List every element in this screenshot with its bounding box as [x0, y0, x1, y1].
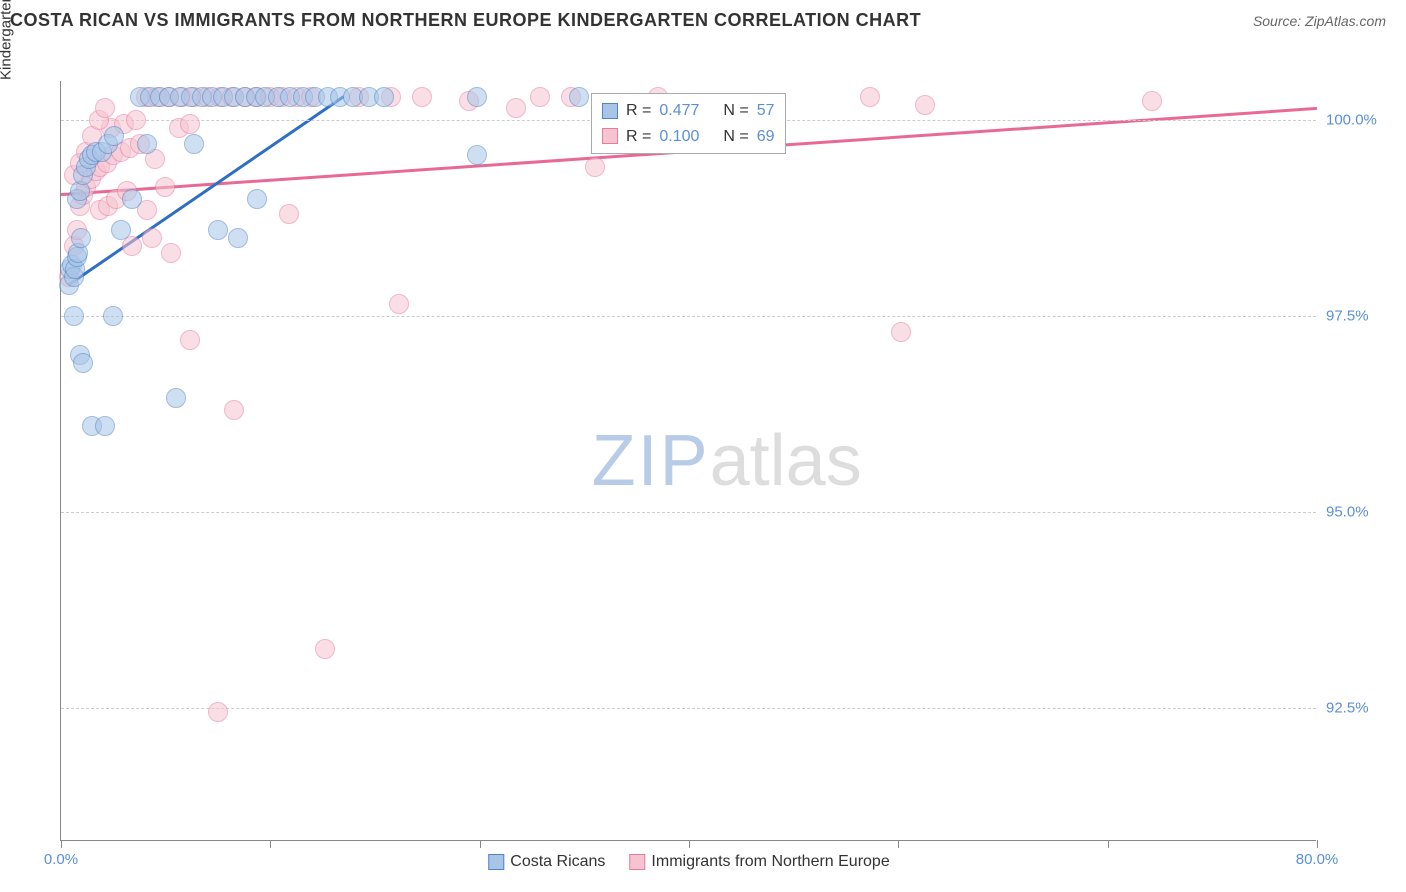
legend-item: Immigrants from Northern Europe — [629, 853, 889, 871]
stats-r-value: 0.477 — [659, 98, 699, 124]
stats-r-value: 0.100 — [659, 124, 699, 150]
scatter-dot — [569, 87, 589, 107]
scatter-dot — [315, 639, 335, 659]
xtick-label: 80.0% — [1296, 851, 1339, 868]
stats-box: R = 0.477 N = 57 R = 0.100 N = 69 — [591, 93, 786, 154]
scatter-dot — [137, 134, 157, 154]
xtick — [270, 840, 271, 848]
scatter-dot — [95, 416, 115, 436]
scatter-dot — [860, 87, 880, 107]
legend-swatch — [602, 103, 618, 119]
ytick-label: 92.5% — [1326, 699, 1386, 716]
stats-n-label: N = — [723, 124, 748, 150]
scatter-dot — [279, 204, 299, 224]
scatter-dot — [184, 134, 204, 154]
scatter-dot — [247, 189, 267, 209]
scatter-dot — [161, 243, 181, 263]
legend-swatch — [629, 854, 645, 870]
chart-header: COSTA RICAN VS IMMIGRANTS FROM NORTHERN … — [0, 0, 1406, 37]
legend-swatch — [488, 854, 504, 870]
gridline — [61, 316, 1316, 317]
stats-r-label: R = — [626, 98, 651, 124]
scatter-dot — [915, 95, 935, 115]
stats-n-value: 57 — [757, 98, 775, 124]
scatter-dot — [64, 306, 84, 326]
scatter-dot — [228, 228, 248, 248]
scatter-dot — [208, 220, 228, 240]
scatter-dot — [208, 702, 228, 722]
plot-region: ZIPatlas 92.5%95.0%97.5%100.0%0.0%80.0%R… — [60, 81, 1316, 841]
scatter-dot — [104, 126, 124, 146]
stats-n-value: 69 — [757, 124, 775, 150]
scatter-dot — [111, 220, 131, 240]
legend-swatch — [602, 128, 618, 144]
scatter-dot — [122, 189, 142, 209]
scatter-dot — [103, 306, 123, 326]
scatter-dot — [467, 145, 487, 165]
ytick-label: 95.0% — [1326, 503, 1386, 520]
scatter-dot — [467, 87, 487, 107]
scatter-dot — [142, 228, 162, 248]
ytick-label: 97.5% — [1326, 308, 1386, 325]
xtick — [480, 840, 481, 848]
scatter-dot — [412, 87, 432, 107]
stats-n-label: N = — [723, 98, 748, 124]
scatter-dot — [585, 157, 605, 177]
scatter-dot — [126, 110, 146, 130]
scatter-dot — [224, 400, 244, 420]
stats-r-label: R = — [626, 124, 651, 150]
xtick — [689, 840, 690, 848]
scatter-dot — [180, 114, 200, 134]
scatter-dot — [506, 98, 526, 118]
legend-item: Costa Ricans — [488, 853, 605, 871]
xtick — [61, 840, 62, 848]
stats-row: R = 0.477 N = 57 — [602, 98, 775, 124]
xtick — [1317, 840, 1318, 848]
scatter-dot — [155, 177, 175, 197]
stats-row: R = 0.100 N = 69 — [602, 124, 775, 150]
ytick-label: 100.0% — [1326, 112, 1386, 129]
legend-label: Costa Ricans — [510, 853, 605, 871]
scatter-dot — [166, 388, 186, 408]
scatter-dot — [1142, 91, 1162, 111]
chart-source: Source: ZipAtlas.com — [1253, 13, 1386, 29]
watermark: ZIPatlas — [592, 420, 862, 502]
scatter-dot — [71, 228, 91, 248]
yaxis-label: Kindergarten — [0, 0, 15, 80]
chart-title: COSTA RICAN VS IMMIGRANTS FROM NORTHERN … — [10, 10, 921, 31]
legend-label: Immigrants from Northern Europe — [651, 853, 889, 871]
scatter-dot — [73, 353, 93, 373]
watermark-zip: ZIP — [592, 421, 710, 501]
xtick-label: 0.0% — [44, 851, 78, 868]
scatter-dot — [530, 87, 550, 107]
scatter-dot — [389, 294, 409, 314]
bottom-legend: Costa Ricans Immigrants from Northern Eur… — [488, 853, 889, 871]
gridline — [61, 512, 1316, 513]
scatter-dot — [180, 330, 200, 350]
xtick — [898, 840, 899, 848]
watermark-atlas: atlas — [710, 421, 862, 501]
scatter-dot — [374, 87, 394, 107]
scatter-dot — [95, 98, 115, 118]
gridline — [61, 708, 1316, 709]
scatter-dot — [891, 322, 911, 342]
xtick — [1108, 840, 1109, 848]
